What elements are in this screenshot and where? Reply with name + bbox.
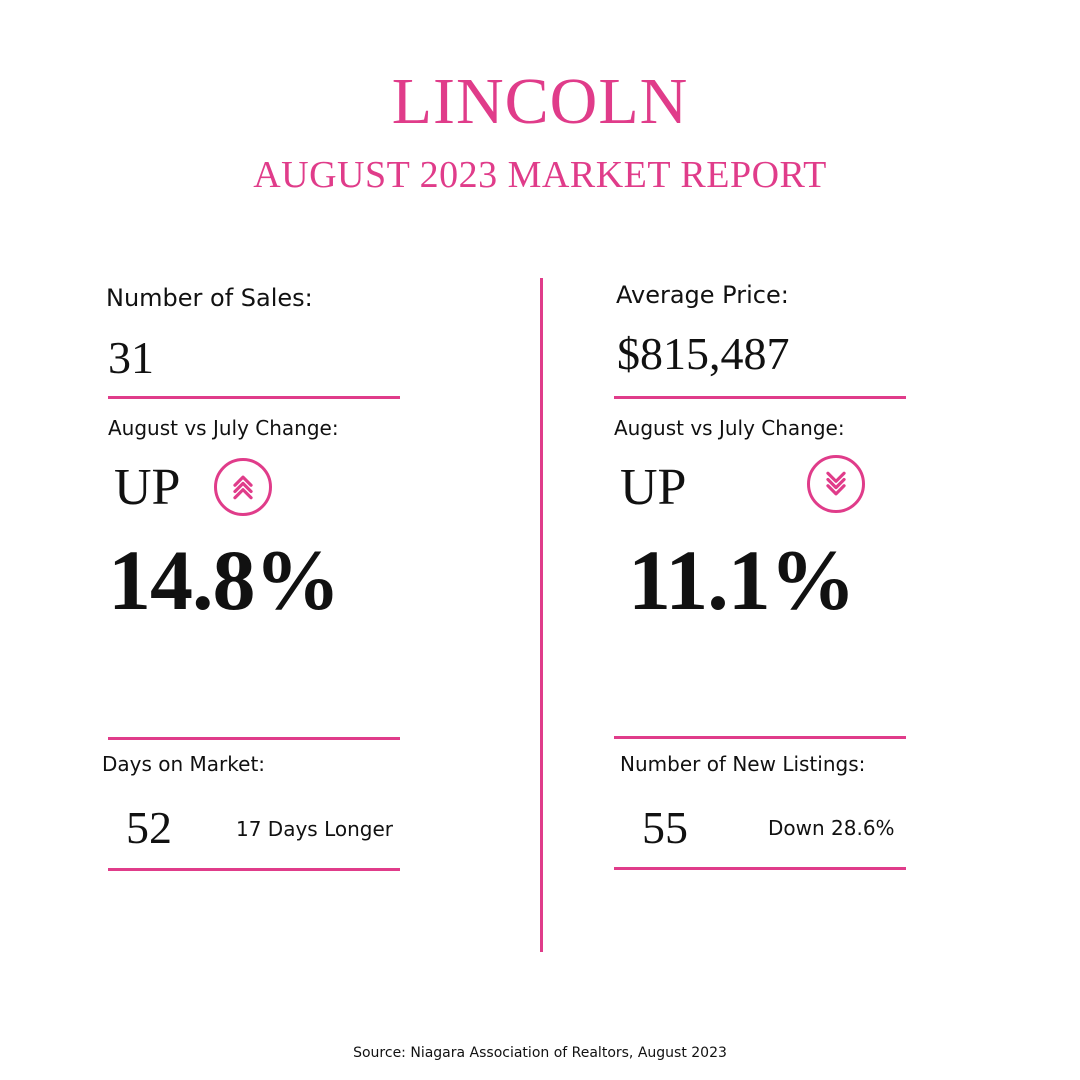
listings-note: Down 28.6% [768, 816, 895, 840]
divider-line [614, 396, 906, 399]
price-change-label: August vs July Change: [614, 416, 845, 440]
price-value: $815,487 [617, 328, 790, 379]
chevrons-down-icon [807, 455, 865, 513]
divider-line [108, 868, 400, 871]
price-label: Average Price: [616, 281, 789, 309]
center-divider [540, 278, 543, 952]
sales-label: Number of Sales: [106, 284, 313, 312]
divider-line [614, 736, 906, 739]
page-title: LINCOLN [391, 65, 689, 138]
divider-line [108, 396, 400, 399]
dom-note: 17 Days Longer [236, 817, 394, 841]
sales-value: 31 [108, 332, 154, 383]
dom-label: Days on Market: [102, 752, 266, 776]
divider-line [108, 737, 400, 740]
divider-line [614, 867, 906, 870]
page-subtitle: AUGUST 2023 MARKET REPORT [253, 154, 827, 196]
chevrons-up-icon [214, 458, 272, 516]
sales-direction: UP [114, 459, 181, 516]
source-note: Source: Niagara Association of Realtors,… [353, 1045, 727, 1061]
price-direction: UP [620, 459, 687, 516]
listings-value: 55 [642, 802, 688, 853]
listings-label: Number of New Listings: [620, 752, 866, 776]
dom-value: 52 [126, 802, 172, 853]
price-change-value: 11.1% [628, 532, 856, 628]
sales-change-label: August vs July Change: [108, 416, 339, 440]
sales-change-value: 14.8% [108, 532, 340, 628]
